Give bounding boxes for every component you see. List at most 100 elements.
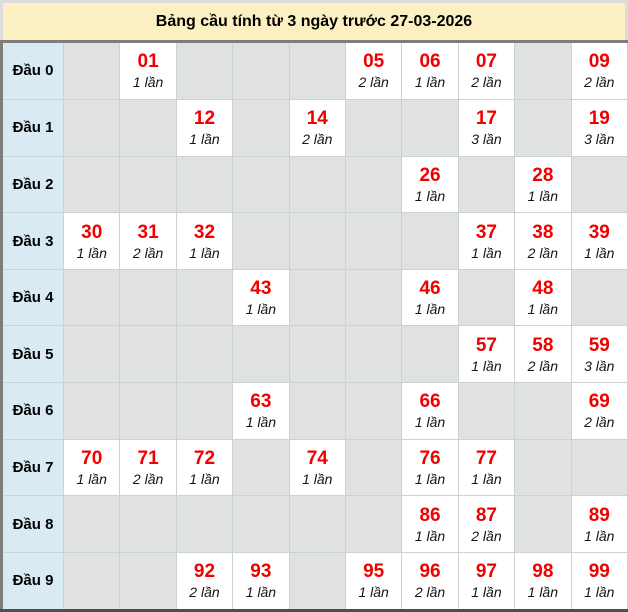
cell-number: 95	[363, 561, 385, 583]
empty-cell	[232, 41, 290, 100]
empty-cell	[514, 438, 572, 497]
cell-number: 87	[475, 504, 497, 526]
number-cell-32: 32 1 lần	[175, 212, 234, 270]
cell-number: 57	[475, 334, 497, 356]
number-cell-96: 96 2 lần	[401, 551, 459, 612]
cell-number: 48	[532, 278, 554, 300]
cell-number: 99	[588, 561, 610, 583]
empty-cell	[344, 325, 403, 384]
table-row-dau-1: Đầu 1 12 1 lần 14 2 lần 17 3 lần 19 3 lần	[1, 98, 628, 157]
cell-count: 1 lần	[245, 584, 277, 601]
empty-cell	[119, 551, 177, 612]
empty-cell	[344, 438, 403, 497]
cell-count: 1 lần	[584, 527, 615, 544]
empty-cell	[344, 382, 403, 440]
row-label: Đầu 6	[1, 382, 64, 440]
empty-cell	[62, 551, 121, 612]
empty-cell	[570, 268, 628, 327]
row-label: Đầu 1	[1, 98, 64, 157]
cell-number: 72	[193, 448, 216, 470]
cell-count: 2 lần	[471, 74, 502, 91]
cell-count: 1 lần	[245, 301, 277, 318]
cell-number: 09	[588, 51, 610, 73]
cell-number: 89	[588, 504, 610, 526]
number-cell-77: 77 1 lần	[457, 438, 516, 497]
cell-number: 12	[193, 108, 216, 130]
number-cell-48: 48 1 lần	[514, 268, 572, 327]
cell-number: 28	[532, 164, 554, 186]
number-cell-59: 59 3 lần	[570, 325, 628, 384]
empty-cell	[119, 382, 177, 440]
number-cell-31: 31 2 lần	[119, 212, 177, 270]
number-cell-14: 14 2 lần	[288, 98, 346, 157]
cell-number: 58	[532, 334, 554, 356]
cell-count: 1 lần	[132, 74, 164, 91]
bridge-table: Đầu 0 01 1 lần 05 2 lần 06 1 lần 07 2 lần 09 2 lần…	[0, 40, 628, 612]
cell-count: 2 lần	[584, 414, 615, 431]
cell-number: 70	[81, 448, 103, 470]
table-row-dau-6: Đầu 6 63 1 lần 66 1 lần 69 2 lần	[1, 382, 628, 440]
cell-count: 1 lần	[76, 471, 107, 488]
table-body: Đầu 0 01 1 lần 05 2 lần 06 1 lần 07 2 lần 09 2 lần…	[1, 41, 628, 612]
cell-number: 76	[419, 448, 441, 470]
cell-number: 69	[588, 391, 610, 413]
cell-number: 77	[475, 448, 497, 470]
cell-number: 98	[532, 561, 554, 583]
cell-count: 1 lần	[584, 584, 615, 601]
cell-number: 92	[193, 561, 216, 583]
cell-count: 2 lần	[189, 584, 220, 601]
cell-count: 2 lần	[527, 357, 558, 374]
number-cell-26: 26 1 lần	[401, 155, 459, 214]
cell-number: 26	[419, 164, 441, 186]
cell-count: 1 lần	[471, 471, 502, 488]
cell-count: 1 lần	[527, 584, 558, 601]
empty-cell	[457, 382, 516, 440]
cell-count: 1 lần	[189, 131, 220, 148]
number-cell-46: 46 1 lần	[401, 268, 459, 327]
empty-cell	[570, 438, 628, 497]
number-cell-93: 93 1 lần	[232, 551, 290, 612]
empty-cell	[175, 382, 234, 440]
table-row-dau-7: Đầu 7 70 1 lần 71 2 lần 72 1 lần 74 1 lần 76 1 lần…	[1, 438, 628, 497]
empty-cell	[344, 495, 403, 553]
cell-count: 3 lần	[471, 131, 502, 148]
empty-cell	[232, 495, 290, 553]
empty-cell	[288, 325, 346, 384]
empty-cell	[119, 268, 177, 327]
cell-count: 2 lần	[414, 584, 446, 601]
cell-count: 2 lần	[132, 244, 164, 261]
number-cell-99: 99 1 lần	[570, 551, 628, 612]
cell-count: 2 lần	[358, 74, 389, 91]
empty-cell	[232, 325, 290, 384]
cell-count: 1 lần	[245, 414, 277, 431]
cell-number: 06	[419, 51, 441, 73]
empty-cell	[119, 98, 177, 157]
cell-number: 14	[306, 108, 328, 130]
number-cell-74: 74 1 lần	[288, 438, 346, 497]
cell-count: 1 lần	[358, 584, 389, 601]
table-row-dau-5: Đầu 5 57 1 lần 58 2 lần 59 3 lần	[1, 325, 628, 384]
empty-cell	[288, 382, 346, 440]
empty-cell	[62, 268, 121, 327]
empty-cell	[288, 212, 346, 270]
table-row-dau-9: Đầu 9 92 2 lần 93 1 lần 95 1 lần 96 2 lần 97 1 lần…	[1, 551, 628, 612]
empty-cell	[62, 495, 121, 553]
empty-cell	[514, 41, 572, 100]
cell-count: 1 lần	[76, 244, 107, 261]
empty-cell	[288, 155, 346, 214]
row-label: Đầu 4	[1, 268, 64, 327]
empty-cell	[175, 325, 234, 384]
row-label: Đầu 2	[1, 155, 64, 214]
cell-count: 2 lần	[471, 527, 502, 544]
empty-cell	[344, 155, 403, 214]
number-cell-98: 98 1 lần	[514, 551, 572, 612]
cell-number: 30	[81, 221, 103, 243]
empty-cell	[344, 98, 403, 157]
cell-count: 1 lần	[189, 244, 220, 261]
cell-count: 1 lần	[584, 244, 615, 261]
cell-number: 96	[419, 561, 441, 583]
empty-cell	[62, 382, 121, 440]
number-cell-09: 09 2 lần	[570, 41, 628, 100]
cell-number: 37	[475, 221, 497, 243]
